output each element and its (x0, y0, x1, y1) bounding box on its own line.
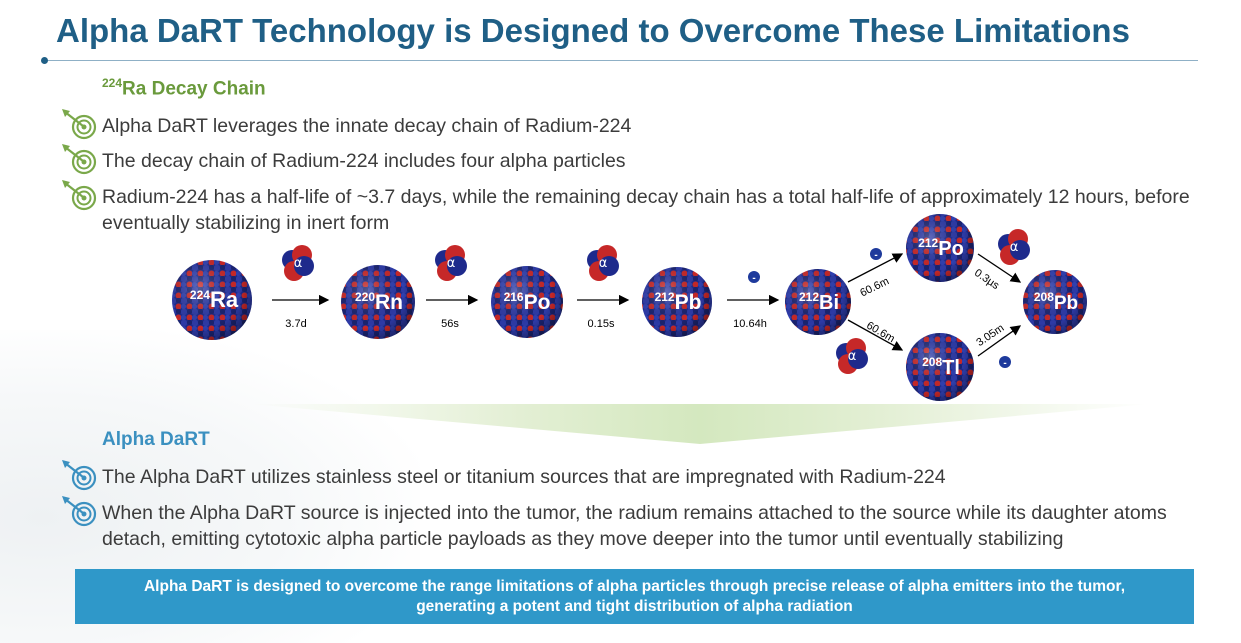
svg-text:216Po: 216Po (504, 290, 551, 314)
nucleus-pb208: 208Pb (1023, 270, 1087, 334)
bullet-text: The Alpha DaRT utilizes stainless steel … (102, 466, 946, 488)
nucleus-rn220: 220Rn (341, 265, 415, 339)
half-life-label: 60.6m (858, 275, 891, 299)
half-life-label: 3.05m (974, 322, 1006, 349)
element-symbol: Pb (675, 291, 702, 314)
decay-chain-diagram: 224Ra 220Rn 216Po 212Pb 212Bi 212Po 208T… (172, 214, 1087, 401)
nucleus-bi212: 212Bi (785, 269, 851, 335)
decay-arrow (847, 253, 904, 283)
key-message-banner: Alpha DaRT is designed to overcome the r… (75, 569, 1194, 624)
alpha-particle-icon: α (435, 245, 467, 281)
target-arrow-icon (62, 460, 97, 491)
target-arrow-icon (62, 144, 97, 175)
svg-text:220Rn: 220Rn (355, 290, 403, 314)
target-arrow-icon (62, 180, 97, 211)
alpha-particle-icon: α (836, 338, 868, 374)
element-symbol: Bi (819, 292, 839, 314)
svg-text:212Pb: 212Pb (655, 290, 702, 314)
element-symbol: Pb (1054, 293, 1078, 314)
svg-text:-: - (874, 250, 877, 261)
element-symbol: Tl (942, 357, 960, 379)
title-underline-dot (41, 57, 48, 64)
svg-text:α: α (599, 256, 608, 271)
mass-number: 212 (918, 236, 938, 250)
svg-text:α: α (848, 349, 857, 364)
bullet-text: When the Alpha DaRT source is injected i… (102, 502, 1167, 550)
mass-number: 220 (355, 290, 375, 304)
heading-superscript: 224 (102, 76, 123, 90)
svg-text:212Bi: 212Bi (799, 290, 839, 314)
section-heading-alpha-dart: Alpha DaRT (102, 429, 210, 450)
beta-particle-icon: - (748, 271, 760, 284)
mass-number: 224 (190, 288, 210, 302)
half-life-label: 10.64h (733, 318, 767, 330)
svg-text:-: - (752, 273, 755, 284)
element-symbol: Rn (375, 291, 403, 314)
heading-text: Ra Decay Chain (122, 78, 266, 100)
decay-arrow (977, 325, 1022, 357)
mass-number: 212 (655, 290, 675, 304)
bullet-text: Alpha DaRT leverages the innate decay ch… (102, 115, 632, 137)
bullet-text: The decay chain of Radium-224 includes f… (102, 150, 626, 172)
svg-text:212Po: 212Po (918, 236, 964, 260)
half-life-label: 0.15s (588, 318, 615, 330)
nucleus-ra224: 224Ra (172, 260, 252, 340)
mass-number: 212 (799, 290, 819, 304)
element-symbol: Po (938, 238, 964, 260)
alpha-particle-icon: α (587, 245, 619, 281)
beta-particle-icon: - (999, 356, 1011, 369)
alpha-particle-icon: α (282, 245, 314, 281)
svg-text:α: α (1010, 240, 1019, 255)
element-symbol: Ra (210, 287, 239, 312)
nucleus-po216: 216Po (491, 266, 563, 338)
beta-particle-icon: - (870, 248, 882, 261)
nucleus-po212: 212Po (906, 214, 974, 282)
half-life-label: 0.3µs (972, 267, 1002, 292)
mass-number: 216 (504, 290, 524, 304)
half-life-label: 56s (441, 318, 459, 330)
svg-text:α: α (294, 256, 303, 271)
mass-number: 208 (1034, 290, 1054, 304)
nucleus-tl208: 208Tl (906, 333, 974, 401)
half-life-label: 3.7d (285, 318, 306, 330)
decay-arrow (847, 319, 904, 351)
element-symbol: Po (524, 291, 551, 314)
target-arrow-icon (62, 109, 97, 140)
decay-arrow (977, 253, 1022, 283)
nucleus-pb212: 212Pb (642, 267, 712, 337)
section-heading-decay-chain: 224Ra Decay Chain (102, 76, 266, 100)
page-title: Alpha DaRT Technology is Designed to Ove… (56, 12, 1130, 49)
alpha-particle-icon: α (998, 229, 1030, 265)
bullet-text: Radium-224 has a half-life of ~3.7 days,… (102, 186, 1190, 234)
target-arrow-icon (62, 496, 97, 527)
svg-text:α: α (447, 256, 456, 271)
svg-text:208Pb: 208Pb (1034, 290, 1078, 314)
svg-text:-: - (1003, 358, 1006, 369)
title-underline (44, 60, 1198, 61)
mass-number: 208 (922, 355, 942, 369)
half-life-label: 60.6m (864, 320, 896, 346)
svg-text:208Tl: 208Tl (922, 355, 960, 379)
svg-text:224Ra: 224Ra (190, 287, 239, 312)
